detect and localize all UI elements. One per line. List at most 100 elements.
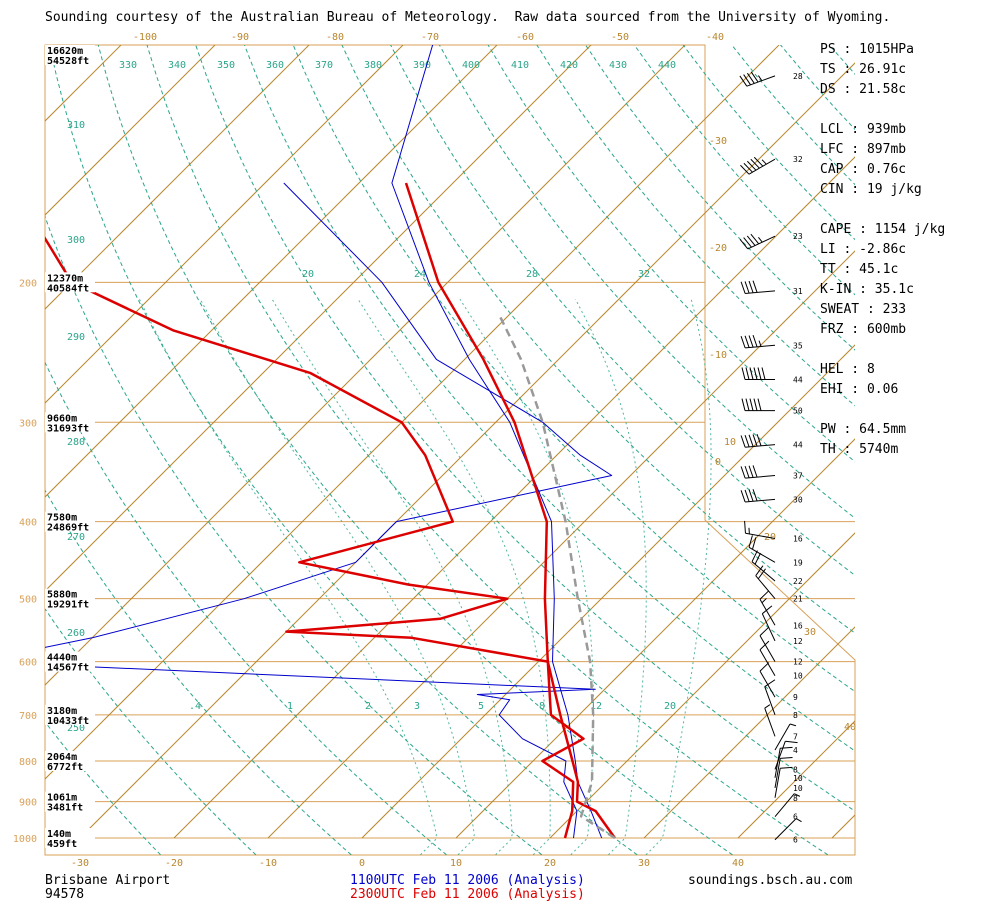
theta-label: 290	[67, 332, 85, 343]
pressure-tick-label: 800	[19, 757, 37, 768]
barb-speed-label: 10	[793, 774, 803, 783]
barb-staff	[775, 794, 794, 817]
right-temp-tick-label: -10	[709, 350, 727, 361]
theta-label: 440	[658, 60, 676, 71]
wind-barb: 28	[740, 72, 803, 86]
barb-half-feather	[790, 724, 796, 726]
barb-speed-label: 31	[793, 287, 803, 296]
top-temp-tick-label: -50	[611, 32, 629, 43]
frame	[45, 45, 855, 855]
barb-speed-label: 16	[793, 621, 803, 630]
barb-speed-label: 30	[793, 495, 803, 504]
barb-feather	[741, 490, 745, 502]
stat-lcl: LCL : 939mb	[820, 120, 945, 140]
top-temp-tick-label: -90	[231, 32, 249, 43]
stat-pw: PW : 64.5mm	[820, 420, 945, 440]
temp-tick-label: 30	[638, 858, 650, 869]
barb-feather	[760, 591, 769, 600]
isotherm-label: 30	[804, 627, 816, 638]
barb-speed-label: 21	[793, 595, 803, 604]
top-temp-tick-label: -100	[133, 32, 157, 43]
theta-e-label: 20	[302, 269, 314, 280]
temp-tick-label: 0	[359, 858, 365, 869]
barb-speed-label: 19	[793, 558, 803, 567]
barb-staff	[748, 236, 775, 249]
barb-speed-label: 44	[793, 441, 803, 450]
barb-staff	[765, 687, 775, 715]
height-ft: 31693ft	[47, 423, 89, 434]
temp-tick-label: -20	[165, 858, 183, 869]
theta-e-label: 28	[526, 269, 538, 280]
barb-feather	[745, 281, 749, 293]
barb-speed-label: 6	[793, 836, 798, 845]
barb-speed-label: 32	[793, 155, 803, 164]
theta-label: 410	[511, 60, 529, 71]
theta-label: 270	[67, 532, 85, 543]
stat-hel: HEL : 8	[820, 360, 945, 380]
top-temp-tick-label: -60	[516, 32, 534, 43]
theta-label: 380	[364, 60, 382, 71]
isotherm	[0, 43, 781, 838]
series-dewpoint-2300utc	[11, 183, 583, 838]
temp-tick-label: -30	[71, 858, 89, 869]
mixing-ratio-label: .4	[189, 701, 201, 712]
barb-feather	[750, 367, 753, 379]
barb-speed-label: 16	[793, 534, 803, 543]
barb-staff	[760, 599, 775, 625]
theta-label: 280	[67, 437, 85, 448]
dry-adiabat	[195, 43, 923, 855]
barb-feather	[750, 399, 753, 411]
barb-feather	[741, 466, 745, 478]
mixing-ratio-label: 2	[365, 701, 371, 712]
theta-label: 430	[609, 60, 627, 71]
theta-label: 420	[560, 60, 578, 71]
wind-barb: 9	[760, 663, 798, 703]
barb-speed-label: 22	[793, 577, 803, 586]
barb-feather	[745, 466, 749, 478]
theta-e-label: 32	[638, 269, 650, 280]
barb-feather	[749, 435, 753, 447]
stat-sweat: SWEAT : 233	[820, 300, 945, 320]
barb-staff	[760, 650, 775, 676]
theta-label: 310	[67, 120, 85, 131]
barb-speed-label: 9	[793, 693, 798, 702]
wind-barb: 32	[740, 155, 802, 174]
stat-ps: PS : 1015HPa	[820, 40, 945, 60]
barb-feather	[753, 281, 757, 293]
barb-half-feather	[765, 705, 770, 708]
mixing-ratio-label: 3	[414, 701, 420, 712]
stat-ehi: EHI : 0.06	[820, 380, 945, 400]
theta-label: 330	[119, 60, 137, 71]
stat-tt: TT : 45.1c	[820, 260, 945, 280]
barb-feather	[754, 367, 757, 379]
wind-barb: 30	[741, 489, 803, 504]
barb-speed-label: 12	[793, 637, 803, 646]
isotherm	[80, 43, 875, 838]
barb-speed-label: 8	[793, 711, 798, 720]
barb-half-feather	[758, 237, 762, 242]
barb-feather	[762, 367, 765, 379]
barb-feather	[753, 335, 757, 347]
plot-border	[45, 45, 855, 855]
temp-tick-label: -10	[259, 858, 277, 869]
pressure-tick-label: 500	[19, 595, 37, 606]
isotherm-label: 10	[724, 437, 736, 448]
wind-barb: 44	[741, 434, 803, 449]
barb-feather	[749, 535, 752, 547]
barb-speed-label: 44	[793, 375, 803, 384]
temp-tick-label: 20	[544, 858, 556, 869]
wind-barb: 35	[741, 335, 803, 350]
dry-adiabat	[0, 43, 256, 855]
barb-feather	[754, 399, 757, 411]
top-temp-tick-label: -80	[326, 32, 344, 43]
height-ft: 10433ft	[47, 716, 89, 727]
station-name: Brisbane Airport	[45, 873, 170, 888]
stat-lfc: LFC : 897mb	[820, 140, 945, 160]
mixing-ratio-label: 20	[664, 701, 676, 712]
